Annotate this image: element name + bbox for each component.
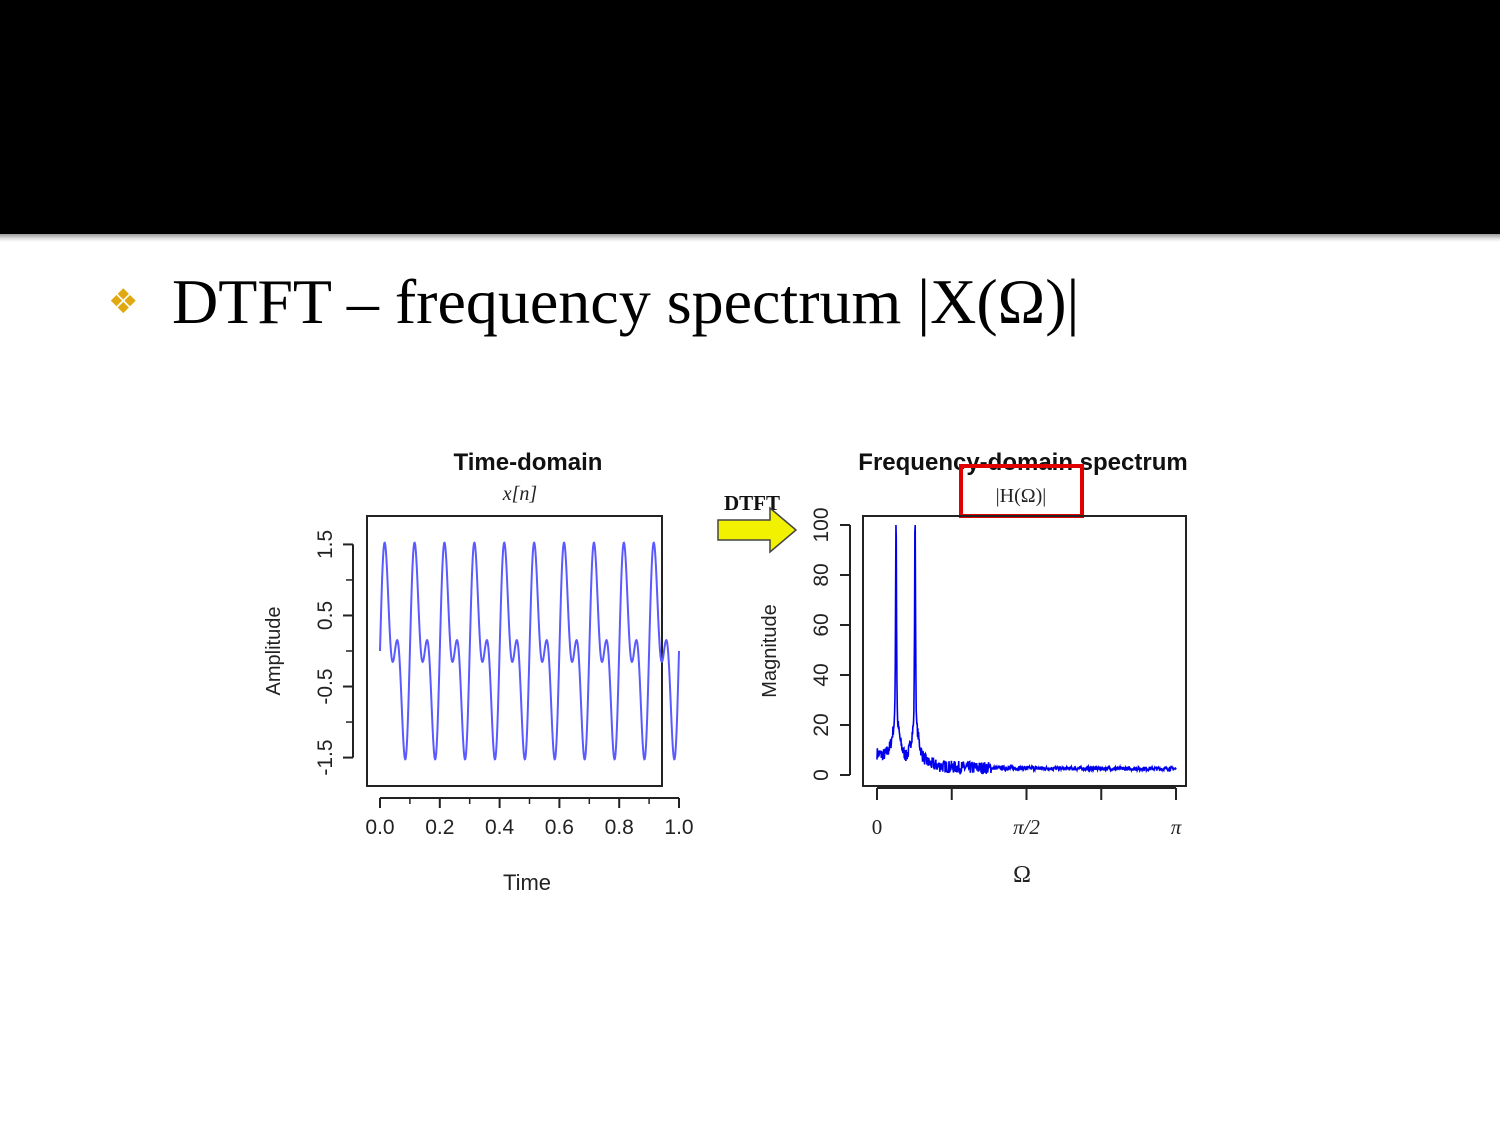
- dtft-arrow: DTFT: [717, 491, 798, 554]
- time-y-tick-label: 0.5: [314, 601, 337, 630]
- time-x-tick-label: 0.0: [365, 816, 394, 839]
- time-y-tick-label: -1.5: [314, 739, 337, 775]
- title-divider: [0, 234, 1500, 242]
- time-y-tick-label: 1.5: [314, 530, 337, 559]
- freq-x-tick-label: 0: [872, 815, 883, 839]
- time-domain-chart: Time-domain x[n] 0.0 0.2 0.4 0.6 0.8 1.0 -1.5 -…: [263, 449, 694, 895]
- time-axes: 0.0 0.2 0.4 0.6 0.8 1.0 -1.5 -0.5 0.5 1.5: [314, 530, 694, 839]
- diamond-four-bullet-icon: ❖: [108, 282, 139, 322]
- freq-y-tick-label: 20: [810, 713, 833, 736]
- time-x-tick-label: 0.2: [425, 816, 454, 839]
- time-x-tick-label: 0.4: [485, 816, 515, 839]
- yellow-right-arrow-icon: [717, 506, 798, 554]
- time-x-tick-label: 0.8: [605, 816, 634, 839]
- time-y-tick-label: -0.5: [314, 668, 337, 704]
- bullet-text: DTFT – frequency spectrum: [172, 266, 902, 337]
- title-bar: [0, 0, 1500, 234]
- bullet-math: |X(Ω)|: [917, 266, 1080, 337]
- time-chart-subtitle: x[n]: [502, 483, 537, 505]
- time-x-tick-label: 1.0: [664, 816, 693, 839]
- figure-svg: Time-domain x[n] 0.0 0.2 0.4 0.6 0.8 1.0 -1.5 -…: [263, 449, 1188, 895]
- bullet-row: ❖ DTFT – frequency spectrum |X(Ω)|: [108, 262, 1079, 342]
- spectrum-line: [876, 524, 1177, 775]
- time-y-axis-label: Amplitude: [263, 607, 285, 696]
- freq-y-tick-label: 60: [810, 613, 833, 636]
- freq-x-tick-label: π/2: [1013, 815, 1040, 839]
- dtft-figure: Time-domain x[n] 0.0 0.2 0.4 0.6 0.8 1.0 -1.5 -…: [240, 430, 1240, 910]
- freq-y-tick-label: 40: [810, 663, 833, 686]
- freq-axes: 0 π/2 π 0 20 40 60 80 100: [810, 507, 1182, 839]
- freq-chart-subtitle: |H(Ω)|: [996, 485, 1047, 507]
- time-x-axis-label: Time: [503, 870, 551, 895]
- freq-x-tick-label: π: [1171, 815, 1182, 839]
- freq-y-axis-label: Magnitude: [759, 604, 781, 697]
- freq-plot-frame: [862, 515, 1187, 787]
- time-x-tick-label: 0.6: [545, 816, 574, 839]
- time-signal-line: [379, 541, 680, 761]
- time-plot-frame: [366, 515, 663, 787]
- freq-chart-title: Frequency-domain spectrum: [858, 449, 1187, 476]
- time-chart-title: Time-domain: [454, 449, 603, 476]
- frequency-domain-chart: Frequency-domain spectrum |H(Ω)| 0 π/2 π 0 2…: [759, 449, 1188, 888]
- freq-x-axis-label: Ω: [1013, 862, 1031, 888]
- freq-y-tick-label: 0: [810, 769, 833, 781]
- freq-y-tick-label: 100: [810, 507, 833, 542]
- freq-y-tick-label: 80: [810, 563, 833, 586]
